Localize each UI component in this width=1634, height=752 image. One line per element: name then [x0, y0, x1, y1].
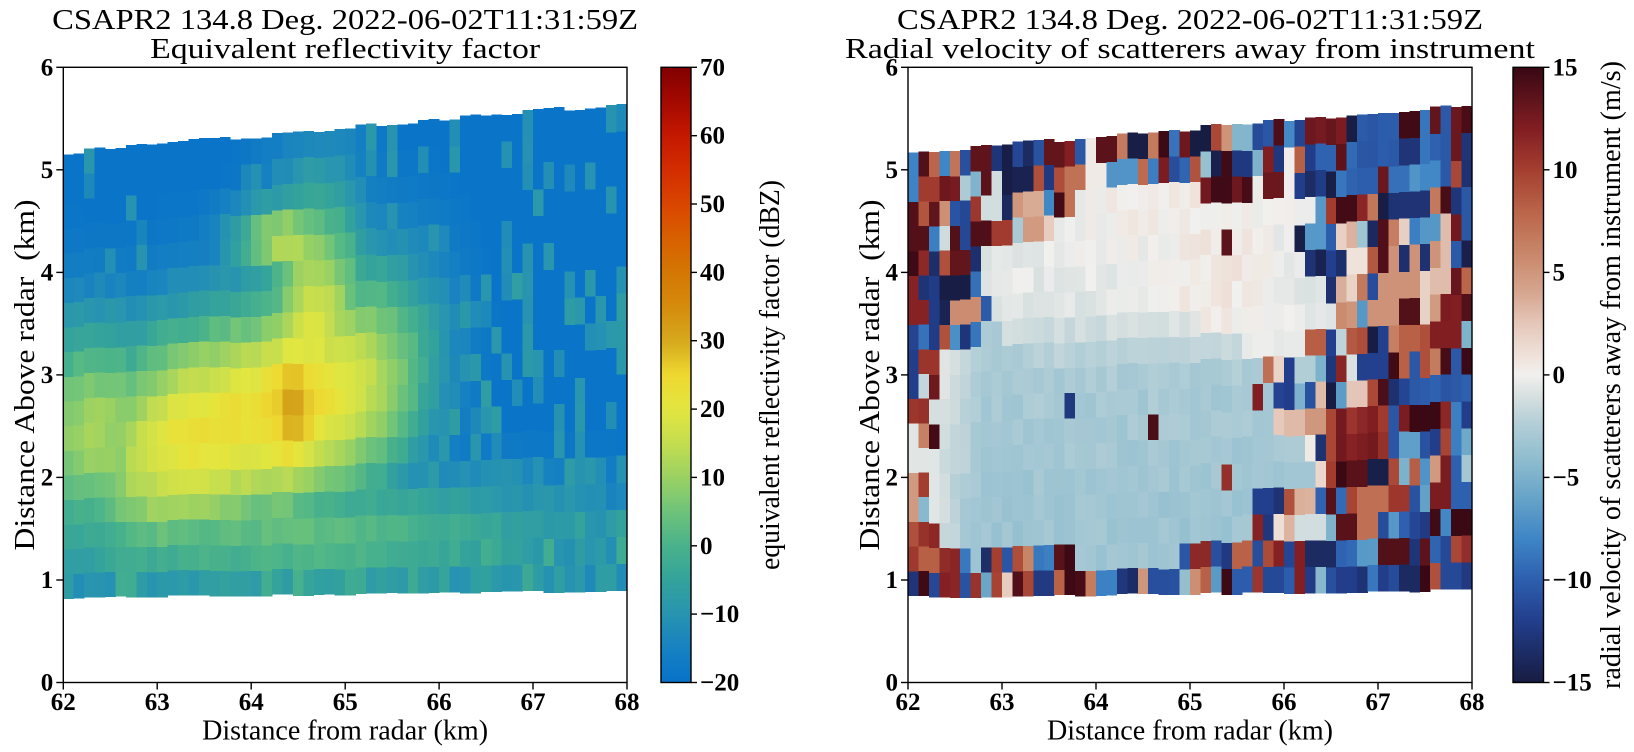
svg-text:50: 50	[700, 191, 725, 218]
svg-text:1: 1	[41, 567, 54, 594]
svg-text:70: 70	[700, 54, 725, 81]
svg-text:equivalent reflectivity factor: equivalent reflectivity factor (dBZ)	[755, 180, 786, 570]
svg-text:68: 68	[615, 689, 640, 716]
svg-text:0: 0	[700, 533, 713, 560]
svg-text:65: 65	[333, 689, 358, 716]
svg-text:62: 62	[896, 689, 921, 716]
svg-text:0: 0	[1553, 362, 1566, 389]
svg-text:Distance from radar (km): Distance from radar (km)	[202, 716, 488, 747]
svg-text:radial velocity of scatterers: radial velocity of scatterers away from …	[1596, 61, 1627, 689]
svg-text:64: 64	[1084, 689, 1110, 716]
svg-text:4: 4	[41, 259, 54, 286]
svg-text:5: 5	[886, 157, 899, 184]
svg-text:Distance Above radar (km): Distance Above radar (km)	[10, 200, 41, 551]
svg-text:3: 3	[41, 362, 54, 389]
svg-text:−10: −10	[1553, 567, 1592, 594]
svg-text:5: 5	[1553, 259, 1566, 286]
svg-text:3: 3	[886, 362, 899, 389]
svg-text:−20: −20	[700, 670, 739, 697]
svg-text:67: 67	[1366, 689, 1391, 716]
svg-text:4: 4	[886, 259, 899, 286]
svg-text:Distance from radar (km): Distance from radar (km)	[1047, 716, 1333, 747]
svg-text:63: 63	[145, 689, 170, 716]
svg-text:68: 68	[1460, 689, 1485, 716]
svg-text:10: 10	[700, 464, 725, 491]
svg-text:2: 2	[41, 464, 54, 491]
svg-text:40: 40	[700, 259, 725, 286]
svg-text:1: 1	[886, 567, 899, 594]
svg-text:Radial velocity of scatterers: Radial velocity of scatterers away from …	[845, 34, 1535, 65]
svg-text:64: 64	[239, 689, 265, 716]
svg-text:63: 63	[990, 689, 1015, 716]
svg-text:−5: −5	[1553, 464, 1580, 491]
svg-text:5: 5	[41, 157, 54, 184]
svg-text:−10: −10	[700, 601, 739, 628]
svg-text:66: 66	[1272, 689, 1297, 716]
svg-text:6: 6	[41, 54, 54, 81]
svg-text:Distance Above radar (km): Distance Above radar (km)	[855, 200, 886, 551]
svg-text:CSAPR2 134.8 Deg. 2022-06-02T1: CSAPR2 134.8 Deg. 2022-06-02T11:31:59Z	[897, 5, 1483, 36]
svg-text:−15: −15	[1553, 670, 1592, 697]
svg-text:CSAPR2 134.8 Deg. 2022-06-02T1: CSAPR2 134.8 Deg. 2022-06-02T11:31:59Z	[52, 5, 638, 36]
svg-text:60: 60	[700, 123, 725, 150]
svg-text:65: 65	[1178, 689, 1203, 716]
svg-text:2: 2	[886, 464, 899, 491]
svg-text:Equivalent reflectivity factor: Equivalent reflectivity factor	[150, 34, 541, 65]
svg-text:30: 30	[700, 328, 725, 355]
svg-text:66: 66	[427, 689, 452, 716]
svg-text:20: 20	[700, 396, 725, 423]
svg-text:6: 6	[886, 54, 899, 81]
svg-text:0: 0	[886, 670, 899, 697]
svg-text:62: 62	[51, 689, 76, 716]
svg-text:10: 10	[1553, 157, 1578, 184]
svg-text:0: 0	[41, 670, 54, 697]
svg-text:67: 67	[521, 689, 546, 716]
svg-text:15: 15	[1553, 54, 1578, 81]
